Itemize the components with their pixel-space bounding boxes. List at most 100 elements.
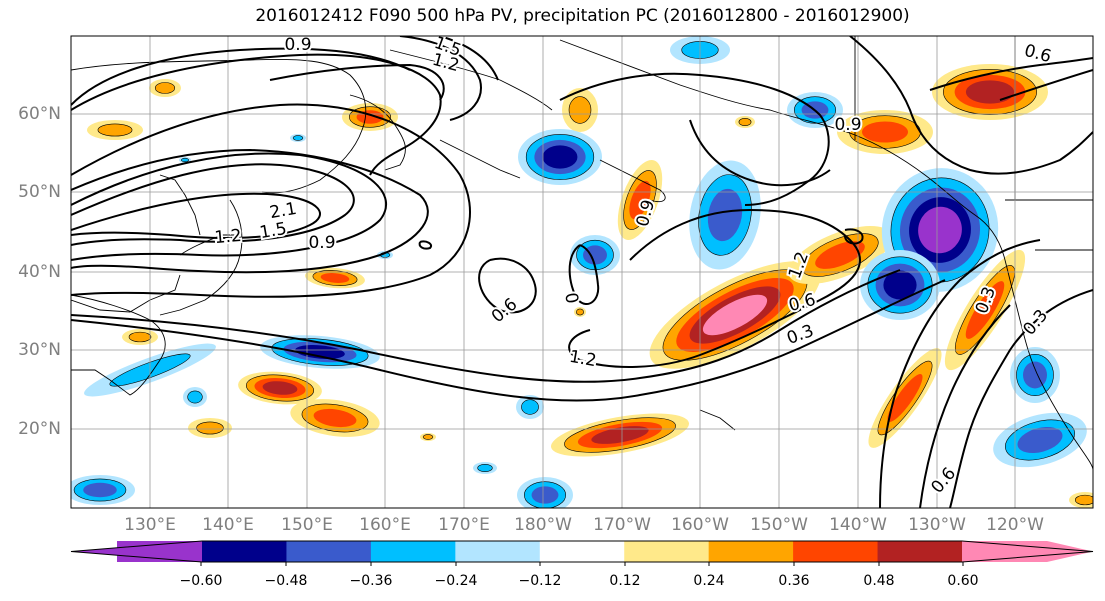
precip-anomaly-area xyxy=(735,116,755,128)
precip-anomaly-area xyxy=(550,413,690,457)
latitude-label: 60°N xyxy=(18,104,61,124)
precip-anomaly-area xyxy=(71,475,135,505)
colorbar-tick-label: 0.12 xyxy=(609,573,641,589)
longitude-label: 160°W xyxy=(671,515,729,535)
longitude-label: 140°W xyxy=(829,515,887,535)
pv-contour-line xyxy=(71,279,946,402)
precip-anomaly-area xyxy=(188,418,232,438)
colorbar-tick-label: 0.36 xyxy=(778,573,810,589)
colorbar-tick-label: −0.24 xyxy=(434,573,478,589)
pv-contour-line xyxy=(418,240,432,250)
longitude-label: 150°E xyxy=(281,515,333,535)
coastline xyxy=(71,58,367,194)
precip-anomaly-area xyxy=(517,477,573,508)
pv-contour-line xyxy=(399,36,482,121)
pv-contours xyxy=(71,36,1093,508)
pv-contour-line xyxy=(71,47,411,106)
precip-anomaly-area xyxy=(122,329,158,345)
precip-anomaly-area xyxy=(649,261,821,369)
latitude-label: 50°N xyxy=(18,182,61,202)
longitude-label: 170°W xyxy=(593,515,651,535)
precip-anomaly-area xyxy=(860,250,940,320)
precip-anomaly-area xyxy=(1069,492,1093,508)
pv-contour-line xyxy=(71,192,321,239)
precip-anomaly-area xyxy=(420,433,436,441)
pv-contour-line xyxy=(919,304,1011,508)
precip-anomaly-area xyxy=(290,134,306,142)
pv-contour-line xyxy=(71,53,442,176)
pv-contour-line xyxy=(478,257,537,314)
latitude-label: 40°N xyxy=(18,262,61,282)
pv-contour-line xyxy=(879,239,1041,508)
pv-contour-line xyxy=(999,69,1093,101)
precip-anomaly-area xyxy=(87,120,143,140)
pv-contour-line xyxy=(849,36,1093,175)
coastline xyxy=(389,49,553,111)
precip-anomaly-area xyxy=(518,129,602,185)
chart-title: 2016012412 F090 500 hPa PV, precipitatio… xyxy=(255,6,910,26)
colorbar-tick-label: 0.48 xyxy=(863,573,895,589)
precip-anomaly-area xyxy=(689,160,761,270)
precip-anomaly-area xyxy=(149,79,181,97)
pv-contour-label: 0.9 xyxy=(834,115,861,135)
pv-contour-line xyxy=(269,63,445,101)
colorbar-tick-label: 0.24 xyxy=(693,573,725,589)
precip-anomaly-area xyxy=(1010,347,1060,403)
pv-contour-line xyxy=(949,289,1093,508)
pv-contour-label: 0.9 xyxy=(284,35,311,55)
precip-anomaly-area xyxy=(473,462,497,474)
pv-contour-line xyxy=(559,72,830,206)
pv-contour-line xyxy=(568,244,600,305)
precip-anomaly-area xyxy=(562,88,598,132)
colorbar-tick-label: −0.60 xyxy=(179,573,223,589)
latitude-label: 20°N xyxy=(18,419,61,439)
precip-anomaly-area xyxy=(574,307,586,317)
pv-contour-line xyxy=(71,269,901,383)
precip-anomaly-area xyxy=(179,157,191,163)
longitude-label: 130°E xyxy=(124,515,176,535)
precip-anomaly-area xyxy=(993,412,1087,468)
longitude-label: 160°E xyxy=(359,515,411,535)
longitude-label: 140°E xyxy=(202,515,254,535)
pv-contour-label: 1.2 xyxy=(214,226,243,248)
latitude-label: 30°N xyxy=(18,340,61,360)
precip-anomaly-area xyxy=(932,64,1048,120)
coastline xyxy=(439,139,521,179)
colorbar-tick-label: −0.36 xyxy=(349,573,393,589)
precip-anomaly-area xyxy=(183,387,207,407)
precip-anomaly-area xyxy=(944,249,1026,371)
pv-contour-line xyxy=(689,119,831,187)
colorbar-tick-label: −0.12 xyxy=(518,573,562,589)
pv-contour-line xyxy=(439,36,499,81)
longitude-label: 180°W xyxy=(514,515,572,535)
longitude-label: 170°E xyxy=(438,515,490,535)
pv-contour-label: 0.9 xyxy=(308,233,335,253)
pv-contour-line xyxy=(71,152,387,261)
pv-contour-line xyxy=(71,148,429,274)
coastline xyxy=(1004,259,1093,471)
precip-anomaly-area xyxy=(788,226,892,284)
pv-contour-line xyxy=(929,57,1093,91)
colorbar-tick-label: −0.48 xyxy=(264,573,308,589)
precip-anomaly-area xyxy=(516,395,544,419)
coastline xyxy=(71,274,181,313)
precip-anomaly-area xyxy=(260,335,380,369)
coastline xyxy=(699,409,736,431)
pv-contour-line xyxy=(71,163,355,246)
coastline xyxy=(71,294,166,396)
coastline xyxy=(599,159,666,203)
pv-contour-line xyxy=(844,228,864,245)
coastline xyxy=(559,39,1006,261)
map-frame xyxy=(70,35,1094,509)
precip-anomaly-area xyxy=(290,399,380,437)
precip-anomaly-area xyxy=(305,267,365,289)
precip-anomaly-area xyxy=(342,103,398,131)
coastline xyxy=(349,94,406,171)
precip-anomaly-area xyxy=(617,160,663,240)
longitude-label: 130°W xyxy=(908,515,966,535)
colorbar-tick-label: 0.60 xyxy=(947,573,979,589)
longitude-label: 150°W xyxy=(750,515,808,535)
coastlines xyxy=(71,36,1093,471)
pv-contour-line xyxy=(71,103,471,298)
